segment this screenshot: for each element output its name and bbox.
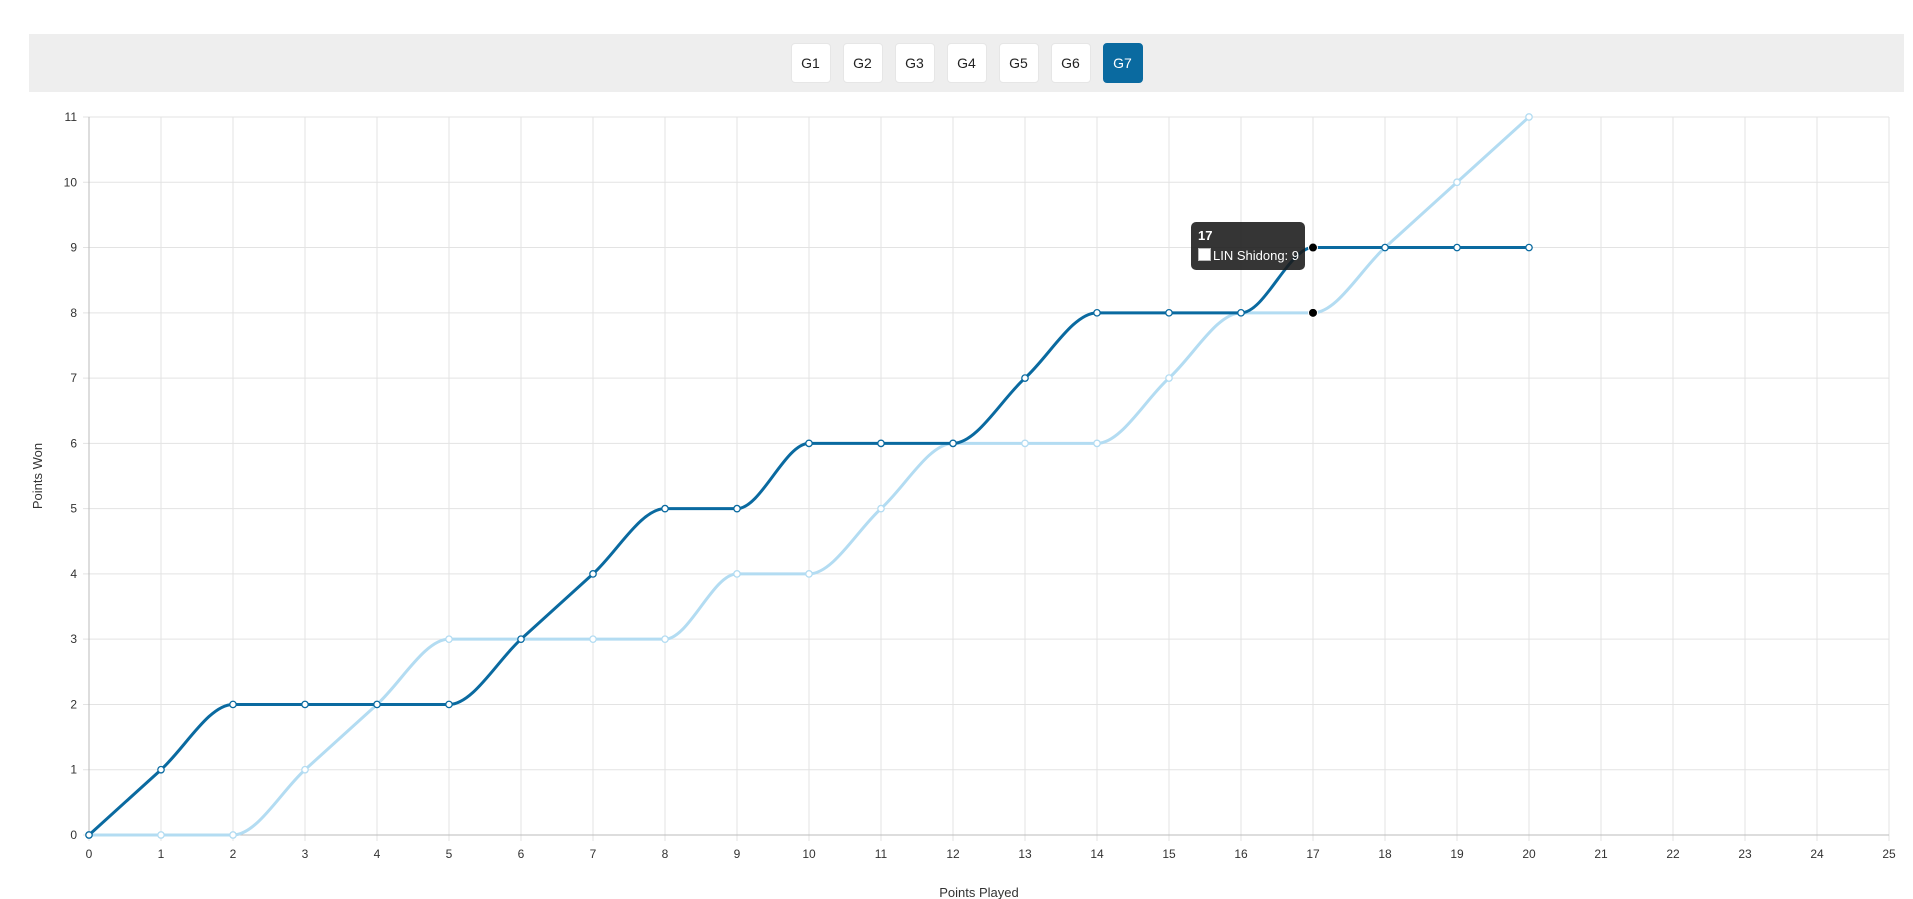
x-tick-label: 3 (302, 847, 309, 861)
x-tick-label: 9 (734, 847, 741, 861)
hover-point (1308, 242, 1318, 253)
series-1-point (445, 635, 453, 644)
series-1-point (1525, 113, 1533, 121)
series-1-point (661, 635, 669, 644)
y-tick-label: 11 (65, 110, 78, 124)
tooltip-label: LIN Shidong: 9 (1213, 247, 1300, 263)
series-1-point (1453, 178, 1461, 187)
y-tick-label: 1 (70, 763, 77, 777)
series-0-point (1237, 308, 1245, 317)
tooltip-swatch (1198, 247, 1211, 261)
series-0-point (661, 504, 669, 513)
x-tick-label: 15 (1162, 847, 1176, 861)
series-0-point (1525, 243, 1533, 252)
y-tick-label: 8 (70, 306, 77, 320)
series-line-1 (88, 115, 1531, 837)
x-tick-label: 1 (158, 847, 165, 861)
y-tick-label: 10 (64, 175, 78, 189)
series-0-point (517, 635, 525, 644)
y-tick-label: 4 (70, 567, 77, 581)
series-0-point (1021, 374, 1029, 382)
x-tick-label: 0 (86, 847, 93, 861)
x-tick-label: 12 (946, 847, 960, 861)
x-tick-label: 10 (802, 847, 816, 861)
y-tick-label: 6 (70, 436, 77, 450)
series-1-point (229, 831, 237, 839)
x-tick-label: 2 (230, 847, 237, 861)
x-tick-label: 16 (1234, 847, 1248, 861)
y-tick-label: 5 (70, 502, 77, 516)
x-axis-title: Points Played (939, 885, 1019, 899)
x-tick-label: 5 (446, 847, 453, 861)
series-0-point (1453, 243, 1461, 252)
series-0-point (949, 439, 957, 448)
series-line-0 (87, 246, 1529, 837)
y-tick-label: 0 (70, 828, 77, 842)
tab-g4[interactable]: G4 (946, 43, 987, 83)
x-tick-label: 25 (1882, 847, 1896, 861)
series-0-point (733, 504, 741, 513)
tab-g1[interactable]: G1 (790, 43, 831, 83)
x-tick-label: 13 (1018, 847, 1032, 861)
tab-g3[interactable]: G3 (894, 43, 935, 83)
x-tick-label: 19 (1450, 847, 1464, 861)
series-0-point (589, 570, 597, 578)
chart-tooltip: 17 LIN Shidong: 9 (1191, 221, 1306, 270)
series-0-point (805, 439, 813, 448)
x-tick-label: 23 (1738, 847, 1752, 861)
series-0-point (1093, 308, 1101, 317)
x-tick-label: 6 (518, 847, 525, 861)
y-tick-label: 9 (70, 241, 77, 255)
series-1-point (733, 570, 741, 578)
x-tick-label: 7 (590, 847, 597, 861)
tab-g6[interactable]: G6 (1050, 43, 1091, 83)
series-0-point (157, 765, 165, 774)
x-tick-label: 21 (1594, 847, 1608, 861)
series-0-point (229, 700, 237, 709)
x-tick-label: 22 (1666, 847, 1680, 861)
series-1-point (301, 765, 309, 774)
series-0-point (445, 700, 453, 709)
series-0-point (877, 439, 885, 448)
series-1-point (1165, 374, 1173, 382)
hover-point (1308, 307, 1318, 318)
x-tick-label: 14 (1090, 847, 1104, 861)
y-tick-label: 7 (70, 371, 77, 385)
y-tick-label: 2 (70, 697, 77, 711)
tab-g7[interactable]: G7 (1102, 43, 1143, 83)
series-1-point (1021, 439, 1029, 448)
series-1-point (1093, 439, 1101, 448)
tooltip-title: 17 (1198, 227, 1213, 243)
y-axis-title: Points Won (30, 443, 45, 509)
x-tick-label: 17 (1306, 847, 1320, 861)
x-tick-label: 8 (662, 847, 669, 861)
game-tab-bar: G1 G2 G3 G4 G5 G6 G7 (29, 34, 1904, 92)
x-tick-label: 4 (374, 847, 381, 861)
series-0-point (1381, 243, 1389, 252)
tab-g5[interactable]: G5 (998, 43, 1039, 83)
series-0-point (1165, 308, 1173, 317)
x-tick-label: 24 (1810, 847, 1824, 861)
x-tick-label: 18 (1378, 847, 1392, 861)
series-0-point (373, 700, 381, 709)
series-0-point (85, 831, 93, 839)
series-1-point (805, 570, 813, 578)
y-tick-label: 3 (70, 632, 77, 646)
series-1-point (157, 831, 165, 839)
x-tick-label: 11 (875, 847, 888, 861)
series-1-point (877, 504, 885, 513)
x-tick-label: 20 (1522, 847, 1536, 861)
tab-g2[interactable]: G2 (842, 43, 883, 83)
series-0-point (301, 700, 309, 709)
series-1-point (589, 635, 597, 644)
